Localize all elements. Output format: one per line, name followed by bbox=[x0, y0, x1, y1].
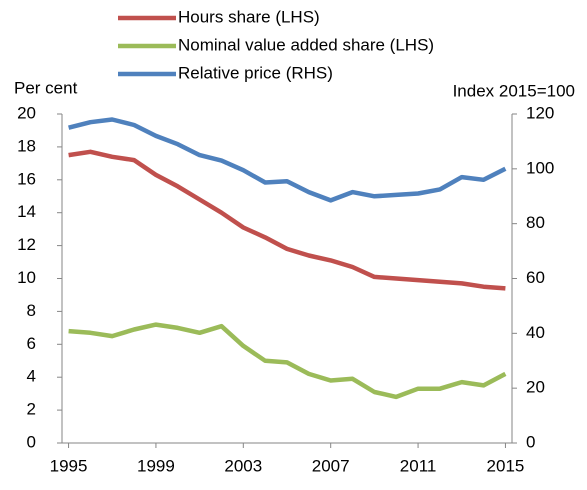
y-tick-label: 4 bbox=[27, 367, 36, 386]
y-tick-label: 12 bbox=[17, 235, 36, 254]
legend-label: Nominal value added share (LHS) bbox=[178, 35, 434, 54]
y-axis-title: Per cent bbox=[14, 78, 78, 97]
x-tick-label: 1999 bbox=[137, 456, 175, 475]
y-tick-label: 20 bbox=[17, 103, 36, 122]
x-tick-label: 2007 bbox=[312, 456, 350, 475]
x-tick-label: 2011 bbox=[400, 456, 437, 475]
series-line bbox=[68, 322, 507, 400]
y2-tick-label: 20 bbox=[526, 378, 545, 397]
x-tick-label: 2015 bbox=[487, 456, 525, 475]
x-tick-label: 2003 bbox=[224, 456, 262, 475]
y2-tick-label: 40 bbox=[526, 323, 545, 342]
series-line bbox=[68, 149, 506, 291]
legend-label: Relative price (RHS) bbox=[178, 63, 333, 82]
x-tick-label: 1995 bbox=[50, 456, 88, 475]
y2-tick-label: 120 bbox=[526, 103, 554, 122]
y2-tick-label: 60 bbox=[526, 268, 545, 287]
y-tick-label: 8 bbox=[27, 301, 36, 320]
y-tick-label: 2 bbox=[27, 400, 36, 419]
y2-tick-label: 80 bbox=[526, 213, 545, 232]
y-tick-label: 16 bbox=[17, 169, 36, 188]
y-tick-label: 18 bbox=[17, 136, 36, 155]
y-tick-label: 6 bbox=[27, 334, 36, 353]
y2-tick-label: 0 bbox=[526, 432, 535, 451]
y2-tick-label: 100 bbox=[526, 158, 554, 177]
y-tick-label: 0 bbox=[27, 432, 36, 451]
y2-axis-title: Index 2015=100 bbox=[453, 81, 575, 100]
y-tick-label: 14 bbox=[17, 202, 36, 221]
legend-label: Hours share (LHS) bbox=[178, 7, 320, 26]
series-line bbox=[68, 117, 507, 203]
y-tick-label: 10 bbox=[17, 268, 36, 287]
